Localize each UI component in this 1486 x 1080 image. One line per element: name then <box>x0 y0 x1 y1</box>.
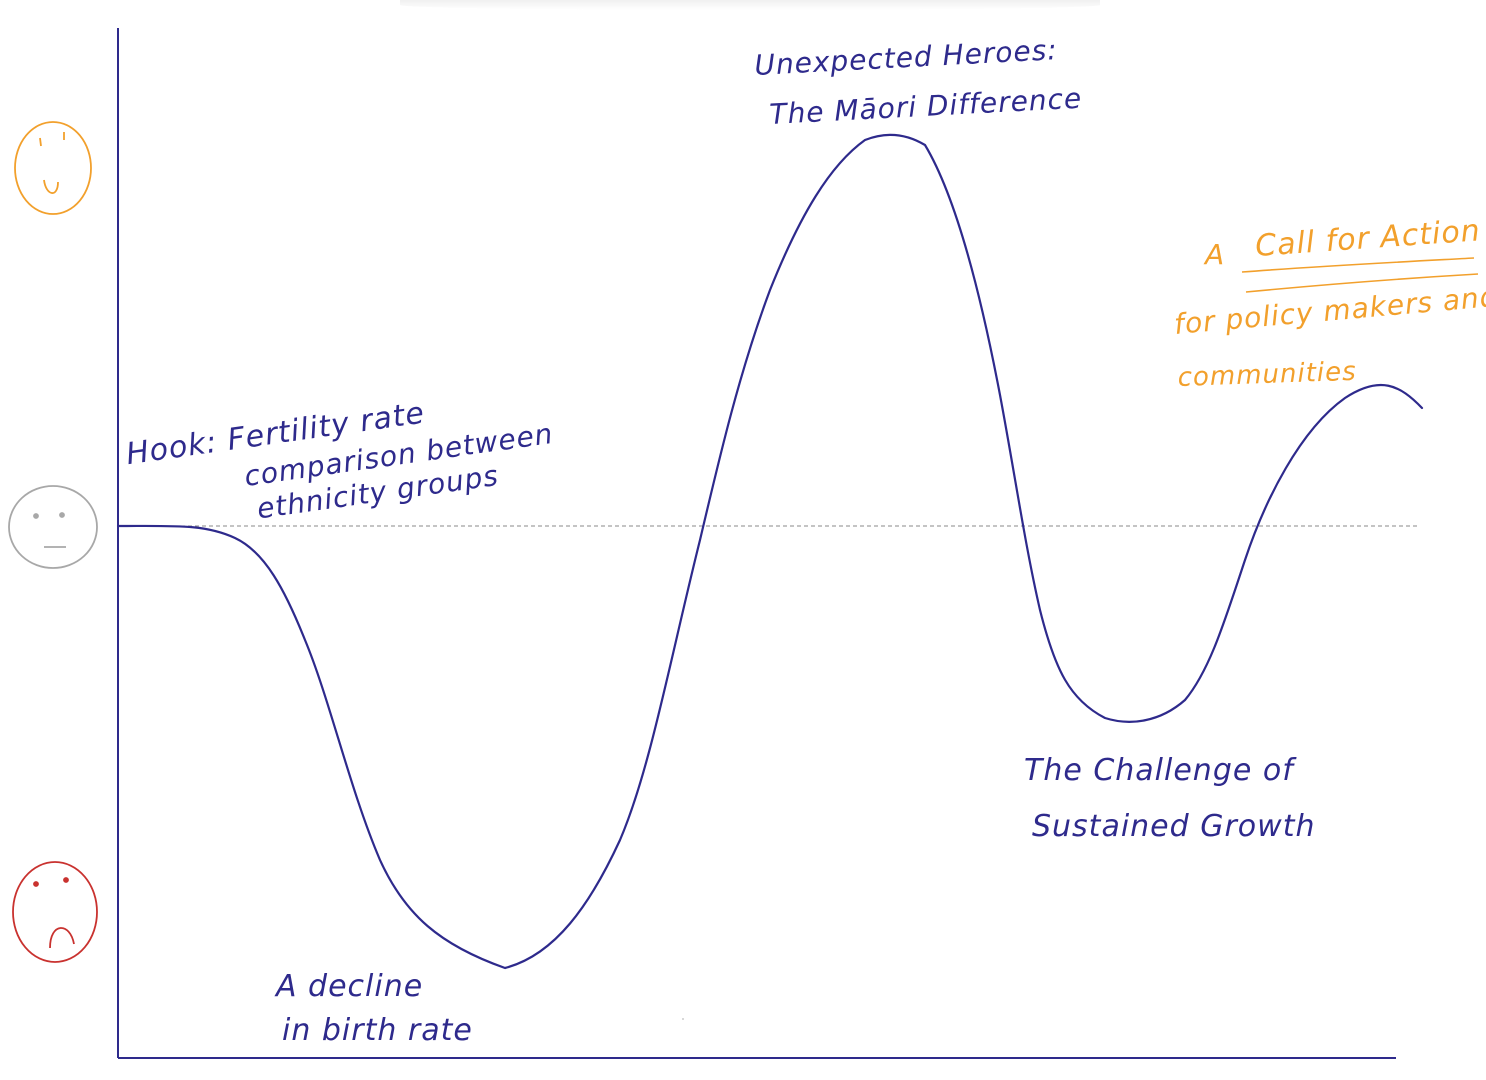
action-line-2: for policy makers and <box>1173 280 1486 341</box>
call-for-action-annotation: A Call for Action for policy makers and … <box>1173 213 1486 393</box>
sad-face-icon <box>12 861 98 963</box>
story-curve <box>116 133 1424 970</box>
top-shadow <box>400 0 1100 10</box>
smiley-happy-icon <box>14 121 92 215</box>
heroes-line-2: The Māori Difference <box>769 82 1083 131</box>
action-underline <box>1241 257 1479 293</box>
challenge-line-1: The Challenge of <box>1024 753 1297 788</box>
action-title: Call for Action <box>1254 213 1482 264</box>
decline-line-2: in birth rate <box>282 1013 473 1048</box>
action-line-3: communities <box>1177 357 1357 393</box>
challenge-line-2: Sustained Growth <box>1032 809 1315 844</box>
decline-line-1: A decline <box>274 969 423 1004</box>
action-prefix: A <box>1203 238 1225 271</box>
heroes-line-1: Unexpected Heroes: <box>754 33 1059 82</box>
neutral-face-icon <box>8 485 98 569</box>
stray-dot <box>682 1018 684 1020</box>
hook-annotation: Hook: Fertility rate comparison between … <box>124 396 555 526</box>
